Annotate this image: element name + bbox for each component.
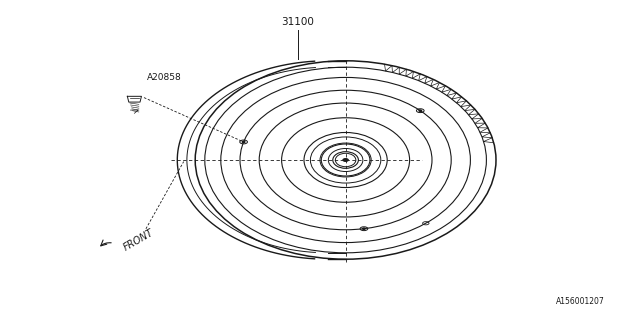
Circle shape: [419, 110, 422, 111]
Text: A156001207: A156001207: [556, 297, 605, 306]
Text: A20858: A20858: [147, 73, 182, 82]
Text: 31100: 31100: [281, 17, 314, 27]
Circle shape: [363, 228, 365, 229]
Text: FRONT: FRONT: [122, 227, 156, 253]
Circle shape: [343, 159, 348, 161]
Circle shape: [243, 141, 245, 143]
